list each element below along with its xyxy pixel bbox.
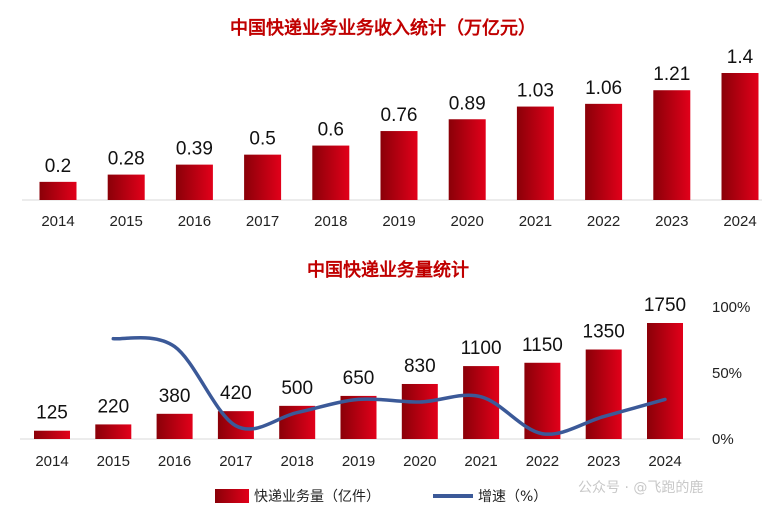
revenue-chart: 0.2 2014 0.28 2015 0.39 2016 0.5 2017 0.6 2018 0.7…: [22, 47, 762, 230]
data-label-2015: 220: [97, 396, 129, 417]
x-tick-2022: 2022: [587, 213, 620, 230]
x-tick-2017: 2017: [246, 213, 279, 230]
data-label-2017: 0.5: [249, 129, 275, 150]
x-tick-2020: 2020: [403, 453, 436, 470]
x-tick-2021: 2021: [519, 213, 552, 230]
legend: 快递业务量（亿件） 增速（%）: [215, 489, 547, 505]
x-tick-2018: 2018: [281, 453, 314, 470]
bar-2022: [585, 103, 623, 200]
x-tick-2019: 2019: [342, 453, 375, 470]
x-tick-2024: 2024: [723, 213, 756, 230]
data-label-2017: 420: [220, 383, 252, 404]
bar-2015: [95, 424, 132, 439]
right-axis-tick-100: 100%: [712, 299, 750, 316]
growth-rate-line: [111, 335, 667, 436]
legend-line-label: 增速（%）: [478, 489, 547, 505]
data-label-2022: 1150: [522, 335, 563, 356]
x-tick-2022: 2022: [526, 453, 559, 470]
data-label-2018: 500: [281, 378, 313, 399]
data-label-2021: 1.03: [517, 81, 554, 102]
bar-2018: [312, 145, 350, 200]
bar-2024: [721, 73, 759, 200]
data-label-2021: 1100: [461, 338, 502, 359]
x-tick-2014: 2014: [35, 453, 68, 470]
bar-2019: [380, 131, 418, 200]
data-label-2014: 0.2: [45, 156, 71, 177]
bar-2017: [244, 154, 282, 200]
right-axis-tick-50: 50%: [712, 365, 742, 382]
x-tick-2014: 2014: [41, 213, 74, 230]
bar-2014: [34, 430, 70, 439]
right-axis-tick-0: 0%: [712, 431, 734, 448]
x-tick-2023: 2023: [655, 213, 688, 230]
x-tick-2016: 2016: [158, 453, 191, 470]
data-label-2024: 1750: [644, 295, 686, 316]
chart1-title: 中国快递业务业务收入统计（万亿元）: [230, 17, 536, 39]
bar-2019: [340, 395, 377, 439]
volume-chart: 125 2014 220 2015 380 2016 420 2017 500 2018 650 20…: [20, 295, 750, 470]
legend-bar-label: 快递业务量（亿件）: [254, 489, 380, 505]
data-label-2016: 380: [159, 386, 191, 407]
bar-2024: [647, 323, 683, 439]
x-tick-2015: 2015: [97, 453, 130, 470]
data-label-2020: 0.89: [449, 93, 486, 114]
x-tick-2017: 2017: [219, 453, 252, 470]
bar-2014: [39, 181, 77, 200]
bar-2016: [175, 164, 213, 200]
legend-bar-swatch: [215, 489, 249, 503]
data-label-2022: 1.06: [585, 78, 622, 99]
watermark: 公众号 · @飞跑的鹿: [578, 479, 703, 496]
data-label-2015: 0.28: [108, 149, 145, 170]
x-tick-2018: 2018: [314, 213, 347, 230]
chart2-title: 中国快递业务量统计: [307, 259, 469, 281]
bar-2020: [401, 383, 438, 439]
data-label-2024: 1.4: [727, 47, 754, 68]
data-label-2023: 1350: [583, 322, 625, 343]
x-tick-2016: 2016: [178, 213, 211, 230]
x-tick-2019: 2019: [382, 213, 415, 230]
data-label-2014: 125: [36, 403, 68, 424]
bar-2022: [524, 362, 561, 439]
data-label-2023: 1.21: [653, 64, 690, 85]
data-label-2019: 0.76: [381, 105, 418, 126]
data-label-2020: 830: [404, 356, 436, 377]
x-tick-2023: 2023: [587, 453, 620, 470]
data-label-2019: 650: [343, 368, 375, 389]
bar-2023: [585, 349, 622, 439]
data-label-2016: 0.39: [176, 139, 213, 160]
bar-2023: [653, 90, 691, 200]
x-tick-2020: 2020: [451, 213, 484, 230]
bar-2020: [448, 119, 486, 200]
x-tick-2024: 2024: [648, 453, 681, 470]
bar-2021: [516, 106, 554, 200]
x-tick-2021: 2021: [464, 453, 497, 470]
bar-2015: [107, 174, 145, 200]
data-label-2018: 0.6: [318, 120, 344, 141]
x-tick-2015: 2015: [110, 213, 143, 230]
bar-2016: [156, 413, 193, 439]
